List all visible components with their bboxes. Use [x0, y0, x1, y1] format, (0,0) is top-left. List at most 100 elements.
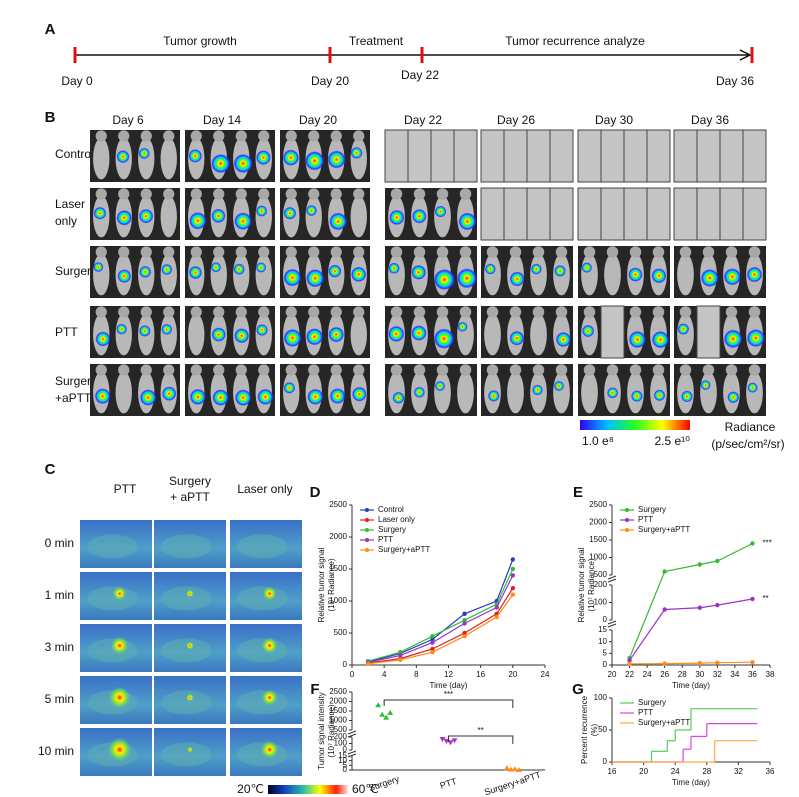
hot-spot — [186, 693, 194, 702]
x-tick-label: 20 — [639, 767, 648, 776]
colorbar-max: 2.5 e¹⁰ — [655, 434, 691, 448]
significance: ** — [762, 594, 768, 603]
signal — [581, 324, 595, 338]
legend-marker — [625, 508, 629, 512]
mouse-head — [95, 130, 107, 142]
mouse — [677, 313, 694, 356]
signal — [630, 390, 643, 402]
hot-spot — [186, 641, 194, 650]
mouse-head — [555, 246, 568, 258]
x-tick-label: 34 — [730, 670, 739, 679]
y-tick-label: 0 — [603, 615, 608, 624]
signal — [456, 268, 477, 289]
hot-spot — [260, 740, 279, 759]
signal — [723, 268, 741, 286]
mouse-head — [213, 130, 225, 142]
series-line — [367, 575, 514, 664]
thermal-body — [237, 690, 288, 715]
mouse — [93, 253, 110, 296]
bli-image — [385, 364, 477, 416]
mouse-head — [235, 364, 247, 376]
mouse-head — [509, 246, 522, 258]
bli-image — [481, 364, 573, 416]
signal — [255, 262, 267, 273]
mouse-head — [190, 246, 202, 258]
mouse-head — [353, 364, 365, 376]
signal — [411, 325, 427, 341]
mouse-head — [390, 188, 403, 200]
signal — [283, 382, 296, 394]
thermal-image — [230, 728, 302, 776]
signal — [328, 326, 345, 343]
mouse-head — [235, 130, 247, 142]
mouse — [604, 253, 621, 296]
signal — [116, 150, 130, 164]
bli-image — [384, 129, 478, 183]
data-point — [510, 557, 516, 562]
bli-image — [577, 187, 671, 241]
thermal-group: PTT — [114, 482, 137, 496]
mouse — [188, 313, 205, 356]
mouse-head — [258, 364, 270, 376]
thermal-image — [230, 624, 302, 672]
day-header: Day 30 — [595, 113, 633, 127]
mouse-head — [213, 364, 225, 376]
legend-label: Control — [378, 505, 404, 514]
mouse-head — [95, 364, 107, 376]
y-tick-label: 1000 — [329, 596, 347, 605]
mouse-head — [213, 188, 225, 200]
legend-label: Surgery — [638, 698, 666, 707]
signal — [307, 388, 324, 405]
thermal-body — [161, 638, 212, 663]
mouse-head — [555, 306, 568, 318]
thermal-body — [87, 534, 138, 559]
signal — [93, 262, 104, 273]
mouse-head — [606, 246, 619, 258]
signal — [233, 263, 245, 275]
x-tick-label: 20 — [608, 670, 617, 679]
panel-label: C — [45, 461, 56, 478]
mouse-head — [95, 246, 107, 258]
mouse — [233, 253, 250, 296]
y-tick-label: 100 — [594, 693, 608, 702]
thermal-body — [161, 690, 212, 715]
mouse — [255, 253, 272, 296]
legend-label: Surgery — [378, 525, 406, 534]
y-tick-label: 1500 — [589, 535, 607, 544]
signal — [350, 266, 367, 283]
bli-image — [577, 129, 671, 183]
data-point — [462, 634, 467, 639]
mouse-head — [118, 188, 130, 200]
signal — [553, 380, 565, 392]
y-tick-label: 2000 — [329, 697, 347, 706]
colorbar — [580, 420, 690, 430]
y-axis-label: Relative tumor signal — [577, 547, 586, 622]
mouse-head — [285, 130, 297, 142]
bli-image — [185, 246, 275, 298]
significance: *** — [762, 539, 771, 548]
signal — [388, 325, 405, 343]
mouse-head — [629, 306, 642, 318]
mouse-head — [353, 306, 365, 318]
bli-image — [90, 130, 180, 182]
data-point — [662, 607, 667, 612]
y-axis-label: Relative tumor signal — [317, 547, 326, 622]
signal — [509, 330, 525, 346]
signal — [628, 330, 646, 349]
bli-image — [185, 188, 275, 240]
mouse — [350, 313, 367, 356]
mouse-head — [583, 306, 596, 318]
legend-label: PTT — [638, 708, 653, 717]
group-label: PTT — [55, 325, 78, 339]
signal — [283, 268, 302, 287]
signal — [211, 327, 226, 342]
signal — [530, 263, 542, 275]
hot-spot — [186, 589, 194, 598]
hot-spot — [107, 737, 132, 762]
mouse-head — [118, 364, 130, 376]
signal — [651, 268, 667, 284]
data-point — [697, 562, 702, 567]
mouse-head — [486, 364, 499, 376]
signal — [389, 209, 405, 226]
y-tick-label: 1000 — [589, 553, 607, 562]
